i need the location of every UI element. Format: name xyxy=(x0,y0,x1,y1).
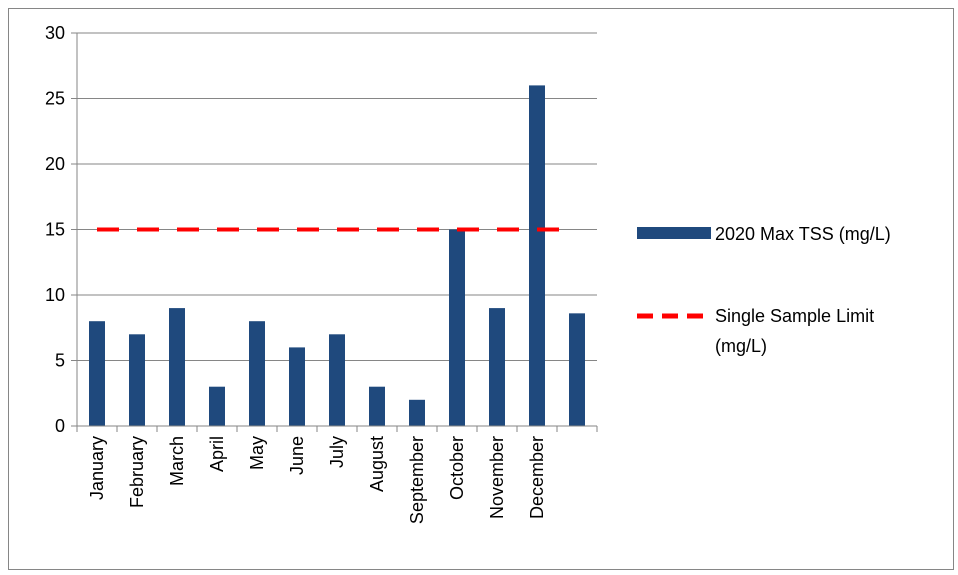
legend-label-tss: 2020 Max TSS (mg/L) xyxy=(715,224,891,244)
y-tick-labels: 0 5 10 15 20 25 30 xyxy=(45,23,65,436)
x-tick-label: April xyxy=(207,436,227,472)
gridlines xyxy=(77,32,597,361)
x-tick-label: January xyxy=(87,436,107,500)
x-tick-labels: January February March April May June July Augu… xyxy=(87,436,547,524)
bar xyxy=(369,386,385,426)
bar xyxy=(289,347,305,426)
y-tick-label: 15 xyxy=(45,220,65,240)
bar xyxy=(89,321,105,426)
bar xyxy=(449,229,465,426)
chart-frame xyxy=(8,8,954,570)
bar xyxy=(329,334,345,426)
bar xyxy=(169,308,185,426)
bar xyxy=(209,386,225,426)
x-tick-label: August xyxy=(367,436,387,492)
x-tick-label: June xyxy=(287,436,307,475)
bar xyxy=(409,399,425,426)
legend-label-limit-line2: (mg/L) xyxy=(715,336,767,356)
bars xyxy=(89,85,585,427)
x-tick-label: October xyxy=(447,436,467,500)
axes xyxy=(71,32,598,432)
x-tick-label: May xyxy=(247,436,267,470)
x-tick-label: February xyxy=(127,436,147,508)
x-tick-label: September xyxy=(407,436,427,524)
y-tick-label: 30 xyxy=(45,23,65,43)
bar xyxy=(489,308,505,426)
x-tick-label: December xyxy=(527,436,547,519)
legend: 2020 Max TSS (mg/L) Single Sample Limit … xyxy=(637,224,891,356)
y-tick-label: 5 xyxy=(55,351,65,371)
y-tick-label: 10 xyxy=(45,285,65,305)
x-tick-label: July xyxy=(327,436,347,468)
x-tick-label: November xyxy=(487,436,507,519)
y-tick-label: 25 xyxy=(45,89,65,109)
bar xyxy=(129,334,145,426)
bar xyxy=(249,321,265,426)
bar xyxy=(569,313,585,426)
x-tick-label: March xyxy=(167,436,187,486)
legend-swatch-tss xyxy=(637,227,711,239)
legend-label-limit-line1: Single Sample Limit xyxy=(715,306,874,326)
bar xyxy=(529,85,545,427)
y-tick-label: 0 xyxy=(55,416,65,436)
y-tick-label: 20 xyxy=(45,154,65,174)
